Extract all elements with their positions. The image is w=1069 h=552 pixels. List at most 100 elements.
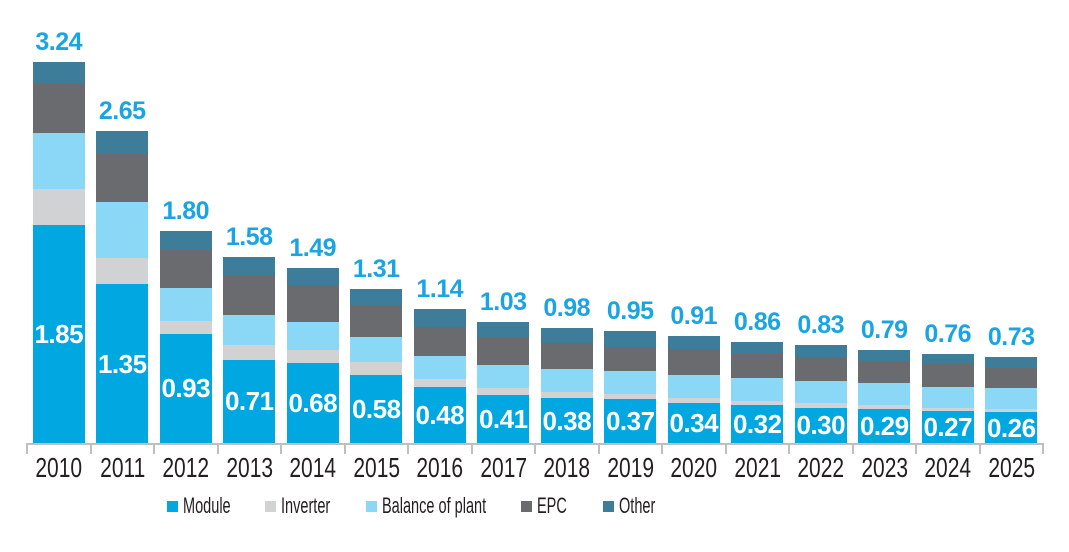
- segment-other-2017: [477, 321, 530, 338]
- segment-epc-2018: [540, 343, 593, 369]
- module-value-label: 1.85: [34, 319, 84, 350]
- x-axis-tick: [851, 443, 854, 454]
- module-value-label: 0.48: [415, 399, 465, 430]
- segment-module-2010: 1.85: [32, 225, 85, 443]
- total-value-label: 1.49: [289, 233, 337, 262]
- segment-balance-of-plant-2018: [540, 368, 593, 393]
- segment-inverter-2023: [858, 405, 911, 409]
- total-value-label: 0.83: [797, 311, 845, 340]
- segment-epc-2014: [286, 285, 339, 322]
- x-axis-tick: [597, 443, 600, 454]
- x-axis-tick: [534, 443, 536, 454]
- segment-balance-of-plant-2024: [921, 386, 974, 408]
- x-axis-label-2021: 2021: [733, 452, 781, 483]
- segment-balance-of-plant-2022: [794, 380, 847, 403]
- segment-other-2010: [32, 61, 85, 85]
- segment-other-2022: [794, 345, 847, 358]
- module-value-label: 0.58: [351, 393, 401, 424]
- module-value-label: 0.30: [796, 410, 846, 441]
- segment-inverter-2015: [350, 361, 403, 375]
- module-value-label: 0.37: [605, 406, 655, 437]
- segment-module-2025: 0.26: [985, 412, 1038, 443]
- segment-other-2021: [731, 341, 784, 354]
- segment-inverter-2012: [159, 320, 212, 334]
- x-axis-tick: [280, 443, 282, 454]
- segment-balance-of-plant-2011: [96, 201, 149, 259]
- total-value-label: 2.65: [98, 97, 146, 126]
- segment-other-2011: [96, 131, 149, 154]
- segment-inverter-2011: [96, 258, 149, 285]
- x-axis-tick: [978, 443, 981, 454]
- bar-group-2019: 0.37: [604, 331, 657, 443]
- segment-balance-of-plant-2017: [477, 365, 530, 388]
- segment-epc-2012: [159, 250, 212, 288]
- segment-balance-of-plant-2012: [159, 287, 212, 321]
- segment-other-2018: [540, 327, 593, 344]
- segment-other-2023: [858, 350, 911, 361]
- module-value-label: 0.26: [986, 412, 1036, 443]
- segment-module-2020: 0.34: [667, 402, 720, 443]
- segment-module-2021: 0.32: [731, 405, 784, 443]
- x-axis-tick: [1042, 443, 1044, 454]
- module-value-label: 0.41: [478, 403, 528, 434]
- segment-epc-2016: [413, 326, 466, 356]
- segment-inverter-2016: [413, 379, 466, 387]
- bar-group-2022: 0.30: [794, 345, 847, 443]
- segment-epc-2023: [858, 360, 911, 384]
- x-axis-tick: [216, 443, 219, 454]
- segment-balance-of-plant-2023: [858, 383, 911, 406]
- x-axis-label-2014: 2014: [289, 452, 337, 483]
- x-axis-label-2010: 2010: [35, 452, 83, 483]
- x-axis-label-2024: 2024: [924, 452, 972, 483]
- total-value-label: 0.95: [606, 297, 654, 326]
- segment-inverter-2010: [32, 188, 85, 226]
- x-axis-tick: [407, 443, 409, 454]
- bar-group-2023: 0.29: [858, 350, 911, 443]
- x-axis-tick: [26, 443, 28, 454]
- segment-module-2011: 1.35: [96, 284, 149, 443]
- bar-group-2021: 0.32: [731, 341, 784, 443]
- module-value-label: 0.29: [859, 410, 909, 441]
- x-axis-tick: [788, 443, 790, 454]
- x-axis-label-2020: 2020: [670, 452, 718, 483]
- module-value-label: 0.71: [224, 386, 274, 417]
- segment-module-2013: 0.71: [223, 359, 276, 443]
- bar-group-2024: 0.27: [921, 353, 974, 443]
- segment-balance-of-plant-2010: [32, 132, 85, 189]
- segment-module-2018: 0.38: [540, 398, 593, 443]
- bar-group-2012: 0.93: [159, 231, 212, 443]
- segment-module-2023: 0.29: [858, 408, 911, 443]
- module-value-label: 0.27: [923, 412, 973, 443]
- x-axis-label-2022: 2022: [797, 452, 845, 483]
- segment-epc-2019: [604, 346, 657, 372]
- x-axis-tick: [343, 443, 346, 454]
- segment-balance-of-plant-2021: [731, 378, 784, 401]
- segment-module-2012: 0.93: [159, 333, 212, 443]
- segment-module-2015: 0.58: [350, 374, 403, 443]
- segment-inverter-2022: [794, 402, 847, 408]
- bar-group-2010: 1.85: [32, 61, 85, 443]
- x-axis-tick: [470, 443, 473, 454]
- x-axis-label-2019: 2019: [606, 452, 654, 483]
- x-axis-label-2012: 2012: [162, 452, 210, 483]
- segment-balance-of-plant-2013: [223, 314, 276, 346]
- module-value-label: 0.38: [542, 405, 592, 436]
- total-value-label: 1.80: [162, 197, 210, 226]
- total-value-label: 0.91: [670, 301, 718, 330]
- segment-inverter-2017: [477, 387, 530, 395]
- total-value-label: 1.58: [225, 223, 273, 252]
- total-value-label: 3.24: [35, 27, 83, 56]
- segment-other-2014: [286, 267, 339, 286]
- x-axis-label-2023: 2023: [860, 452, 908, 483]
- segment-inverter-2024: [921, 407, 974, 412]
- total-value-label: 1.03: [479, 287, 527, 316]
- bar-group-2013: 0.71: [223, 257, 276, 443]
- module-value-label: 0.32: [732, 409, 782, 440]
- segment-module-2016: 0.48: [413, 386, 466, 443]
- total-value-label: 0.73: [987, 323, 1035, 352]
- module-value-label: 0.93: [161, 373, 211, 404]
- module-value-label: 0.68: [288, 388, 338, 418]
- bar-group-2020: 0.34: [667, 335, 720, 443]
